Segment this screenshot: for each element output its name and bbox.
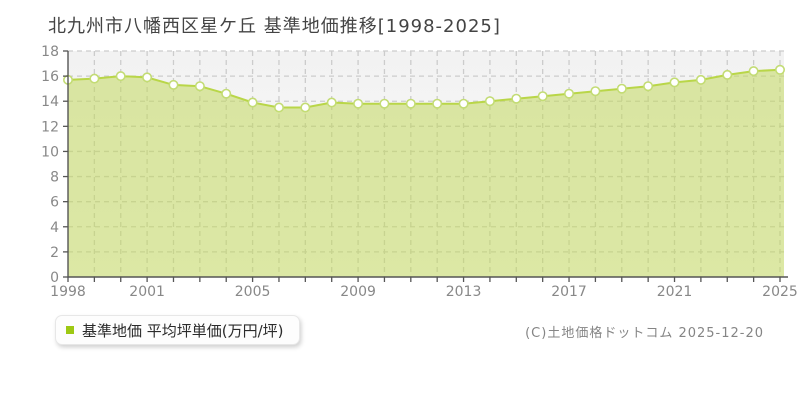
svg-text:2: 2 xyxy=(50,245,59,261)
page-title: 北九州市八幡西区星ケ丘 基準地価推移[1998-2025] xyxy=(48,16,501,37)
svg-text:18: 18 xyxy=(41,44,59,60)
svg-text:8: 8 xyxy=(50,170,59,186)
svg-text:12: 12 xyxy=(41,119,59,135)
svg-text:2009: 2009 xyxy=(340,284,376,300)
svg-text:10: 10 xyxy=(41,144,59,160)
copyright-text: (C)土地価格ドットコム 2025-12-20 xyxy=(525,326,764,341)
legend-box: 基準地価 平均坪単価(万円/坪) xyxy=(55,315,300,345)
svg-text:4: 4 xyxy=(50,220,59,236)
price-trend-chart: 0 2 4 6 8 10 12 14 16 18 1998 2001 2005 2009 2013 2017 2… xyxy=(41,44,798,300)
chart-container: 0 2 4 6 8 10 12 14 16 18 1998 2001 2005 2009 2013 2017 2… xyxy=(41,44,798,300)
svg-text:2025: 2025 xyxy=(762,284,798,300)
svg-text:2017: 2017 xyxy=(551,284,587,300)
svg-text:2021: 2021 xyxy=(657,284,693,300)
svg-text:16: 16 xyxy=(41,69,59,85)
legend-label: 基準地価 平均坪単価(万円/坪) xyxy=(82,321,284,340)
svg-text:2005: 2005 xyxy=(235,284,271,300)
legend-color-swatch-icon xyxy=(66,326,74,334)
svg-text:2001: 2001 xyxy=(129,284,165,300)
svg-text:0: 0 xyxy=(50,270,59,286)
svg-text:1998: 1998 xyxy=(50,284,86,300)
svg-text:14: 14 xyxy=(41,94,59,110)
svg-text:6: 6 xyxy=(50,195,59,211)
svg-text:2013: 2013 xyxy=(446,284,482,300)
